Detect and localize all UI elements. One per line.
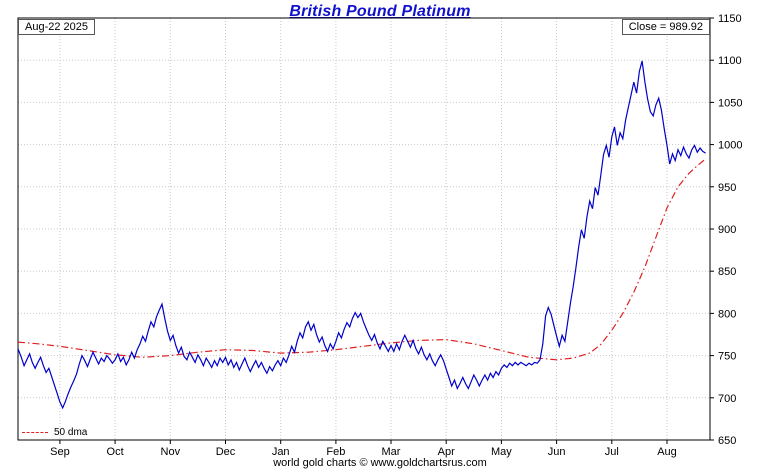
svg-text:750: 750	[718, 351, 736, 363]
svg-text:900: 900	[718, 224, 736, 236]
svg-text:Aug: Aug	[657, 446, 677, 458]
svg-text:Jul: Jul	[605, 446, 619, 458]
footer-credit: world gold charts © www.goldchartsrus.co…	[273, 457, 487, 469]
svg-text:May: May	[491, 446, 512, 458]
svg-text:950: 950	[718, 182, 736, 194]
legend-50dma: 50 dma	[22, 427, 87, 438]
svg-text:Oct: Oct	[107, 446, 124, 458]
svg-text:Nov: Nov	[161, 446, 181, 458]
svg-text:1000: 1000	[718, 140, 742, 152]
svg-text:Dec: Dec	[216, 446, 236, 458]
dma-line-swatch	[22, 432, 48, 433]
svg-text:Sep: Sep	[50, 446, 70, 458]
svg-text:700: 700	[718, 393, 736, 405]
svg-text:Jun: Jun	[548, 446, 566, 458]
svg-text:650: 650	[718, 435, 736, 447]
date-label: Aug-22 2025	[18, 19, 95, 35]
svg-text:850: 850	[718, 266, 736, 278]
svg-text:Apr: Apr	[438, 446, 455, 458]
dma-legend-label: 50 dma	[54, 427, 88, 438]
svg-text:Mar: Mar	[382, 446, 401, 458]
svg-text:1100: 1100	[718, 55, 742, 67]
svg-text:1150: 1150	[718, 13, 742, 25]
close-value-label: Close = 989.92	[621, 19, 710, 35]
svg-text:Feb: Feb	[326, 446, 345, 458]
page-title: British Pound Platinum	[289, 3, 471, 20]
svg-text:800: 800	[718, 308, 736, 320]
svg-text:1050: 1050	[718, 97, 742, 109]
svg-text:Jan: Jan	[272, 446, 290, 458]
